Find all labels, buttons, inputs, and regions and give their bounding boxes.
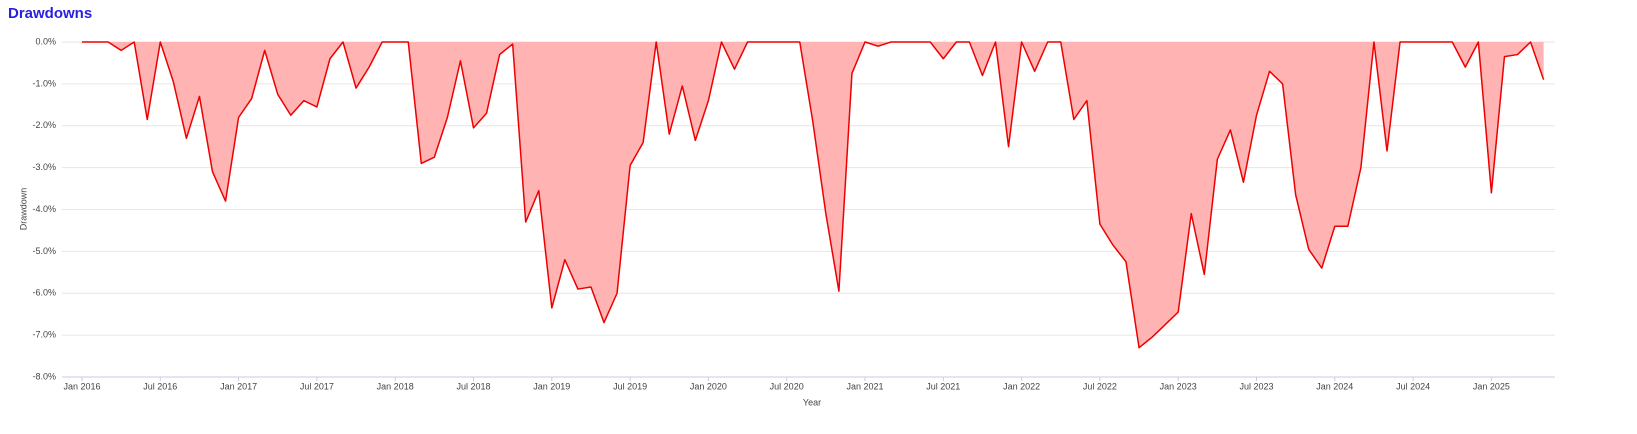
y-tick-label: 0.0%: [35, 36, 56, 46]
x-tick-label: Jul 2023: [1239, 381, 1273, 391]
x-tick-label: Jan 2016: [63, 381, 100, 391]
x-tick-label: Jul 2022: [1083, 381, 1117, 391]
chart-title: Drawdowns: [8, 5, 92, 22]
x-tick-label: Jul 2019: [613, 381, 647, 391]
y-tick-label: -2.0%: [32, 120, 56, 130]
y-tick-label: -7.0%: [32, 330, 56, 340]
x-tick-label: Jul 2018: [456, 381, 490, 391]
y-tick-label: -4.0%: [32, 204, 56, 214]
y-tick-label: -8.0%: [32, 371, 56, 381]
x-tick-label: Jul 2020: [770, 381, 804, 391]
x-tick-label: Jul 2024: [1396, 381, 1430, 391]
drawdown-line: [82, 41, 1545, 349]
y-tick-label: -1.0%: [32, 78, 56, 88]
x-tick-label: Jan 2019: [533, 381, 570, 391]
y-tick-label: -5.0%: [32, 246, 56, 256]
drawdown-area: [82, 42, 1544, 348]
x-tick-label: Jan 2025: [1473, 381, 1510, 391]
x-tick-label: Jan 2018: [377, 381, 414, 391]
y-tick-label: -6.0%: [32, 288, 56, 298]
x-tick-label: Jan 2023: [1160, 381, 1197, 391]
x-tick-label: Jan 2021: [846, 381, 883, 391]
y-tick-label: -3.0%: [32, 162, 56, 172]
x-tick-label: Jan 2022: [1003, 381, 1040, 391]
x-tick-label: Jul 2016: [143, 381, 177, 391]
x-tick-label: Jul 2021: [926, 381, 960, 391]
x-tick-label: Jan 2024: [1316, 381, 1353, 391]
x-tick-label: Jul 2017: [300, 381, 334, 391]
x-tick-label: Jan 2017: [220, 381, 257, 391]
x-tick-label: Jan 2020: [690, 381, 727, 391]
y-axis-label: Drawdown: [18, 188, 28, 231]
x-axis-label: Year: [803, 397, 821, 407]
